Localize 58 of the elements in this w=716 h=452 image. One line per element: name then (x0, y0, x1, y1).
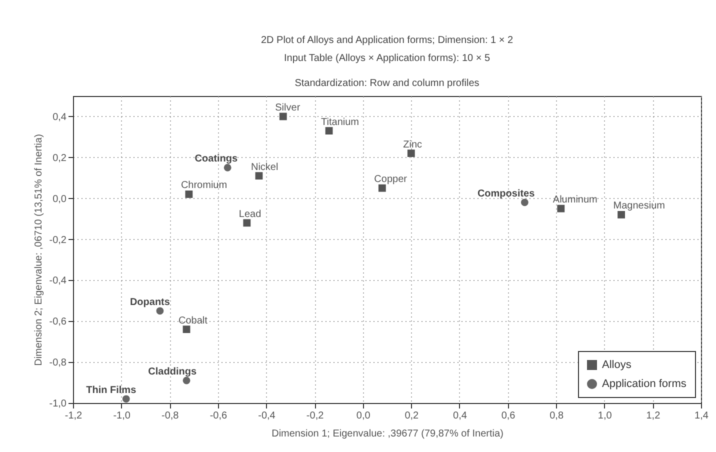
x-tick-label: -0,2 (306, 410, 324, 422)
point (407, 150, 415, 158)
x-tick-label: -0,8 (162, 410, 180, 422)
y-tick-label: -0,4 (49, 276, 67, 287)
legend-label: Application forms (602, 378, 687, 390)
point (520, 198, 528, 206)
y-axis-title: Dimension 2; Eigenvalue: ,06710 (13,51% of Inertia) (33, 134, 44, 366)
annotation: Copper (374, 174, 408, 186)
x-tick-label: 0,4 (453, 410, 468, 422)
point (279, 112, 287, 120)
annotation: Composites (477, 188, 536, 200)
point (224, 164, 232, 172)
x-tick-label: 1,4 (694, 410, 709, 422)
annotation: Claddings (148, 366, 197, 378)
annotation: Magnesium (613, 200, 665, 212)
annotation: Chromium (180, 180, 228, 192)
x-tick-label: 0,0 (356, 410, 371, 422)
y-tick-label: 0,0 (52, 194, 67, 205)
y-tick-label: 0,4 (52, 112, 67, 123)
point (618, 211, 625, 218)
annotation: Zinc (403, 139, 422, 150)
annotation: Thin Films (86, 384, 137, 396)
point (255, 172, 263, 180)
annotation: Lead (238, 208, 262, 220)
point (122, 395, 130, 403)
point (185, 190, 193, 198)
point (378, 184, 386, 192)
annotation: Dopants (130, 296, 170, 308)
y-tick-label: -0,6 (49, 316, 67, 328)
legend-label: Alloys (602, 359, 632, 371)
x-tick-label: 0,6 (501, 410, 516, 422)
y-tick-label: -1,0 (49, 398, 67, 410)
point (243, 219, 251, 227)
annotation: Silver (275, 102, 301, 114)
x-tick-label: -0,4 (258, 410, 276, 422)
chart-title: 2D Plot of Alloys and Application forms; Dimension: 1 × 2 (260, 35, 514, 46)
text: Input Table (Alloys × Application forms): 10 × 5 Standardization: Row and column profiles (284, 53, 490, 89)
x-tick-label: 1,2 (646, 410, 661, 422)
point (156, 307, 164, 315)
point (557, 204, 565, 212)
annotation: Coatings (194, 154, 238, 165)
x-tick-label: 0,2 (404, 410, 420, 422)
x-tick-label: 0,8 (550, 410, 564, 422)
y-tick-label: -0,8 (49, 358, 67, 369)
x-tick-label: -1,0 (113, 410, 131, 422)
point (182, 376, 190, 384)
x-tick-label: -1,2 (64, 410, 83, 422)
point (325, 127, 333, 134)
x-tick-label: -0,6 (210, 410, 228, 422)
point (182, 326, 190, 334)
annotation: Cobalt (178, 315, 208, 326)
y-tick-label: -0,2 (49, 234, 67, 246)
x-tick-label: 1,0 (598, 410, 612, 422)
annotation: Titanium (321, 116, 360, 128)
annotation: Aluminum (552, 194, 598, 206)
annotation: Nickel (250, 162, 278, 173)
x-axis-title: Dimension 1; Eigenvalue: ,39677 (79,87% of Inertia) (272, 428, 504, 440)
y-tick-label: 0,2 (52, 152, 67, 164)
